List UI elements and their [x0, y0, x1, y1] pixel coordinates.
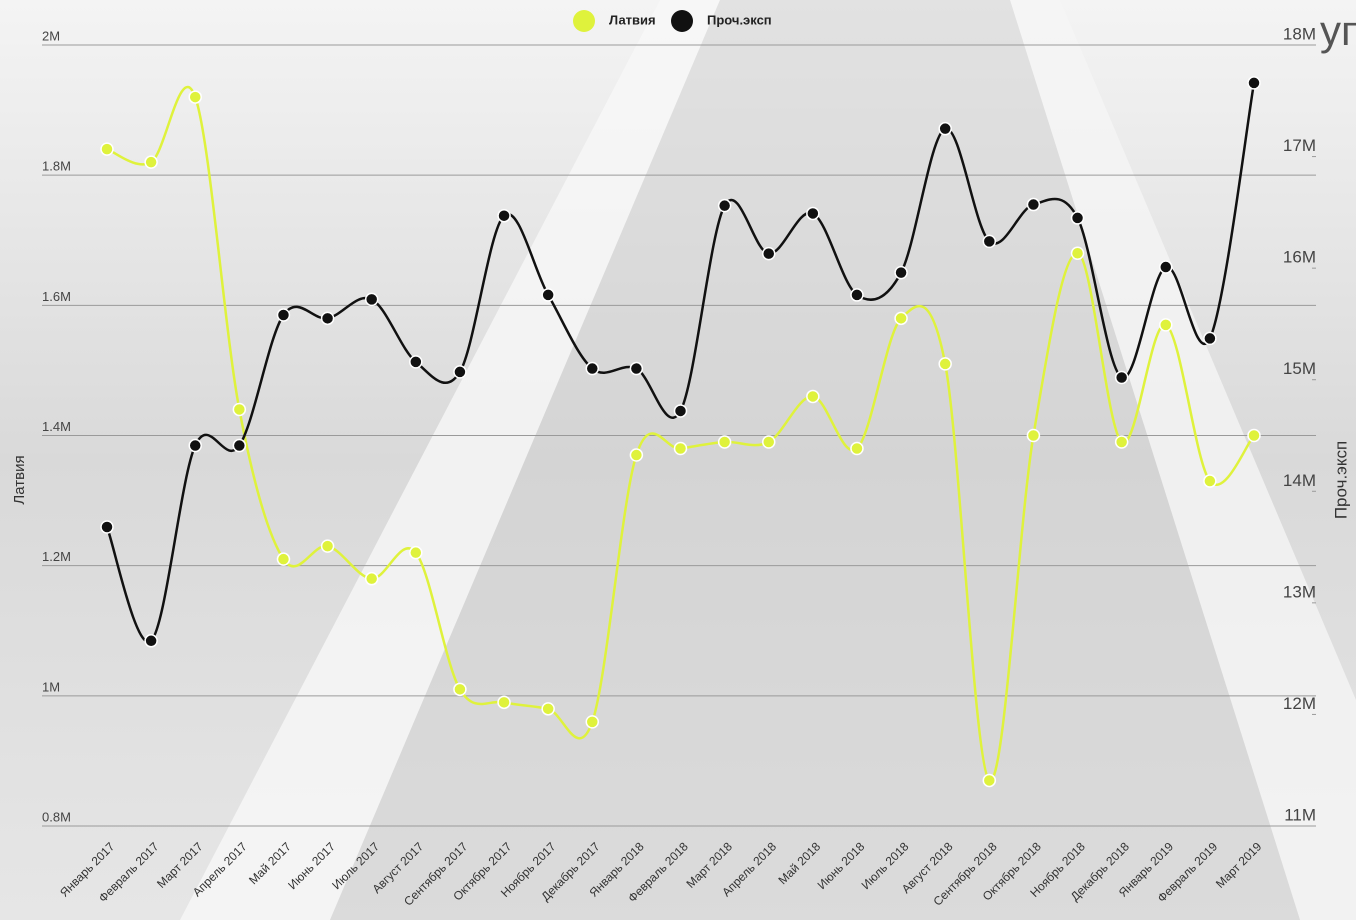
- data-point: [1247, 428, 1261, 443]
- data-point: [100, 142, 114, 156]
- data-point: [982, 234, 997, 249]
- data-point: [1203, 331, 1217, 346]
- data-point: [585, 715, 600, 729]
- y2-tick-label: 17M: [1283, 136, 1316, 155]
- data-point: [232, 402, 247, 417]
- data-point: [409, 545, 423, 560]
- data-point: [1026, 197, 1041, 212]
- data-point: [1247, 76, 1261, 90]
- data-point: [894, 311, 908, 326]
- data-point: [497, 208, 511, 223]
- y-tick-label: 0.8M: [42, 809, 71, 824]
- legend-swatch: [671, 10, 693, 32]
- y-tick-label: 1.6M: [42, 289, 71, 304]
- data-point: [1070, 246, 1085, 261]
- data-point: [673, 404, 688, 418]
- data-point: [938, 357, 952, 371]
- data-point: [541, 702, 555, 716]
- track-bed: [330, 0, 1300, 920]
- data-point: [276, 308, 291, 322]
- data-point: [497, 695, 511, 710]
- data-point: [806, 206, 820, 221]
- data-point: [850, 441, 864, 456]
- y2-tick-label: 15M: [1283, 359, 1316, 378]
- rail: [180, 0, 720, 920]
- data-point: [1070, 211, 1085, 225]
- data-point: [1159, 318, 1173, 332]
- data-point: [894, 265, 908, 280]
- data-point: [276, 552, 291, 566]
- y-tick-label: 1M: [42, 679, 60, 694]
- data-point: [144, 155, 158, 169]
- data-point: [320, 539, 335, 553]
- data-point: [1114, 435, 1129, 449]
- data-point: [629, 448, 644, 462]
- y2-tick-label: 12M: [1283, 694, 1316, 713]
- legend-label: Латвия: [609, 12, 656, 27]
- y-tick-label: 1.4M: [42, 419, 71, 434]
- y2-axis-title: Проч.эксп: [1331, 441, 1350, 519]
- data-point: [1203, 474, 1217, 488]
- data-point: [364, 571, 379, 586]
- data-point: [100, 520, 114, 534]
- data-point: [232, 438, 247, 453]
- data-point: [673, 441, 688, 456]
- data-point: [761, 246, 776, 261]
- y2-tick-label: 18M: [1283, 24, 1316, 43]
- data-point: [761, 435, 776, 449]
- data-point: [806, 389, 820, 404]
- data-point: [585, 361, 600, 376]
- page-title: уп: [1320, 7, 1356, 54]
- y2-tick-label: 13M: [1283, 582, 1316, 601]
- data-point: [364, 292, 379, 307]
- data-point: [453, 682, 467, 697]
- data-point: [717, 198, 732, 213]
- rail: [1010, 0, 1356, 920]
- data-point: [541, 288, 555, 302]
- data-point: [629, 361, 644, 376]
- legend-swatch: [573, 10, 595, 32]
- data-point: [144, 634, 158, 648]
- data-point: [1026, 428, 1041, 443]
- data-point: [453, 365, 467, 379]
- data-point: [409, 355, 423, 369]
- data-point: [717, 435, 732, 449]
- y2-tick-label: 11M: [1284, 805, 1316, 824]
- data-point: [188, 438, 202, 453]
- y-axis-title: Латвия: [11, 455, 28, 504]
- data-point: [982, 773, 997, 788]
- y2-tick-label: 16M: [1283, 248, 1316, 267]
- data-point: [1114, 370, 1129, 385]
- data-point: [850, 288, 864, 302]
- y-tick-label: 1.8M: [42, 159, 71, 174]
- data-point: [188, 90, 202, 104]
- legend-label: Проч.эксп: [707, 12, 772, 27]
- data-point: [320, 311, 335, 326]
- y2-tick-label: 14M: [1283, 471, 1316, 490]
- data-point: [1159, 260, 1173, 274]
- y-tick-label: 1.2M: [42, 549, 71, 564]
- data-point: [938, 121, 952, 136]
- y-tick-label: 2M: [42, 28, 60, 43]
